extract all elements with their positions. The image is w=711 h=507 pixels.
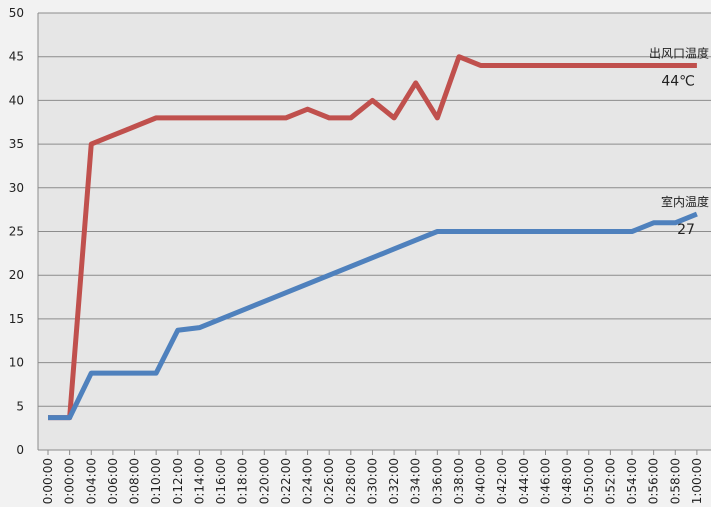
y-tick-label: 5 <box>16 399 24 413</box>
y-tick-label: 35 <box>9 137 24 151</box>
x-tick-label: 0:00:00 <box>63 458 77 504</box>
x-tick-label: 0:46:00 <box>538 458 552 504</box>
series-line <box>48 211 698 421</box>
y-tick-label: 45 <box>9 50 24 64</box>
y-tick-label: 40 <box>9 93 24 107</box>
series-label: 室内温度 <box>661 194 709 209</box>
x-tick-label: 0:38:00 <box>452 458 466 504</box>
series-line <box>48 54 697 421</box>
x-tick-label: 0:52:00 <box>603 458 617 504</box>
x-tick-label: 0:08:00 <box>128 458 142 504</box>
x-tick-label: 0:04:00 <box>84 458 98 504</box>
value-label: 44℃ <box>661 73 695 89</box>
x-tick-label: 0:34:00 <box>409 458 423 504</box>
x-tick-label: 0:10:00 <box>149 458 163 504</box>
x-tick-label: 0:42:00 <box>495 458 509 504</box>
y-tick-label: 50 <box>9 6 24 20</box>
x-tick-label: 0:16:00 <box>214 458 228 504</box>
x-tick-label: 0:22:00 <box>279 458 293 504</box>
x-tick-label: 0:56:00 <box>647 458 661 504</box>
x-tick-label: 0:06:00 <box>106 458 120 504</box>
x-tick-label: 0:24:00 <box>301 458 315 504</box>
x-tick-label: 0:50:00 <box>582 458 596 504</box>
x-tick-label: 0:14:00 <box>192 458 206 504</box>
x-tick-label: 0:44:00 <box>517 458 531 504</box>
y-tick-label: 25 <box>9 225 24 239</box>
x-tick-label: 0:26:00 <box>322 458 336 504</box>
y-tick-label: 10 <box>9 356 24 370</box>
x-tick-label: 0:18:00 <box>236 458 250 504</box>
x-tick-label: 0:20:00 <box>257 458 271 504</box>
series-label: 出风口温度 <box>649 45 709 60</box>
x-tick-label: 1:00:00 <box>690 458 704 504</box>
y-tick-label: 30 <box>9 181 24 195</box>
x-tick-label: 0:54:00 <box>625 458 639 504</box>
x-tick-label: 0:48:00 <box>560 458 574 504</box>
y-tick-label: 0 <box>16 443 24 457</box>
value-label: 27 <box>677 222 695 238</box>
x-tick-label: 0:58:00 <box>668 458 682 504</box>
y-tick-label: 15 <box>9 312 24 326</box>
x-tick-label: 0:00:00 <box>41 458 55 504</box>
x-tick-label: 0:36:00 <box>430 458 444 504</box>
x-tick-label: 0:40:00 <box>474 458 488 504</box>
x-tick-label: 0:12:00 <box>171 458 185 504</box>
y-tick-label: 20 <box>9 268 24 282</box>
x-tick-label: 0:30:00 <box>365 458 379 504</box>
x-tick-label: 0:28:00 <box>344 458 358 504</box>
x-tick-label: 0:32:00 <box>387 458 401 504</box>
